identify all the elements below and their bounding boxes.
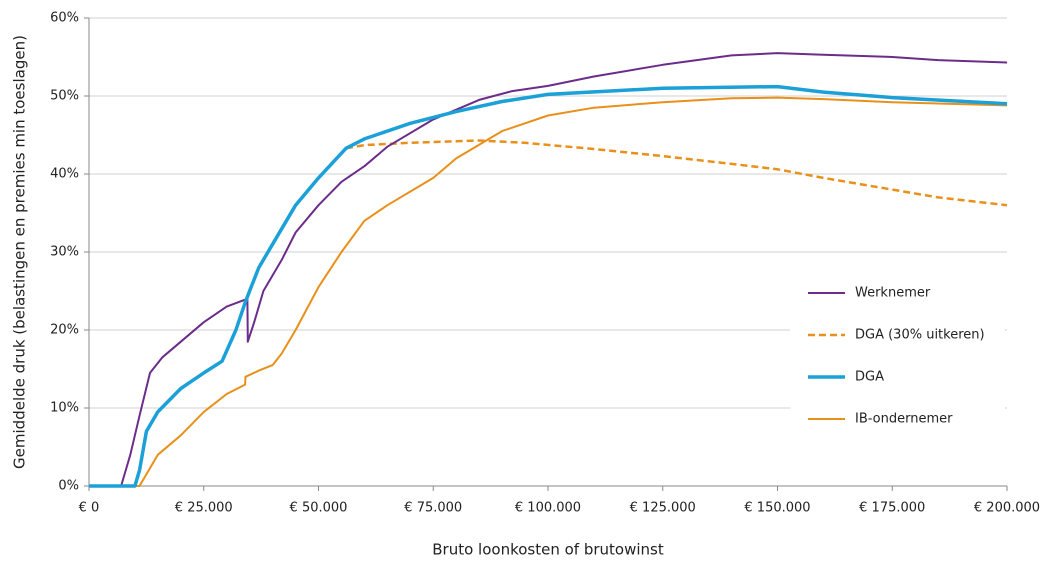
legend-label: Werknemer xyxy=(855,286,931,301)
y-tick-label: 40% xyxy=(50,167,79,182)
x-tick-label: € 200.000 xyxy=(974,501,1040,516)
series-line xyxy=(89,96,1008,487)
y-tick-label: 60% xyxy=(50,11,79,26)
legend-label: IB-ondernemer xyxy=(855,412,953,427)
x-tick-label: € 75.000 xyxy=(404,501,462,516)
legend-box xyxy=(790,270,1005,444)
x-tick-label: € 100.000 xyxy=(515,501,581,516)
series-line xyxy=(89,84,1008,488)
x-tick-label: € 50.000 xyxy=(290,501,348,516)
x-tick-label: € 150.000 xyxy=(744,501,810,516)
x-axis-title: Bruto loonkosten of brutowinst xyxy=(432,541,664,559)
series-line xyxy=(345,139,1008,207)
series-line xyxy=(89,52,1008,487)
x-tick-label: € 125.000 xyxy=(630,501,696,516)
x-tick-label: € 25.000 xyxy=(175,501,233,516)
y-tick-label: 20% xyxy=(50,323,79,338)
y-axis-title: Gemiddelde druk (belastingen en premies … xyxy=(11,35,29,469)
x-tick-label: € 175.000 xyxy=(859,501,925,516)
y-tick-label: 30% xyxy=(50,245,79,260)
legend-label: DGA xyxy=(855,370,884,385)
x-tick-label: € 0 xyxy=(79,501,100,516)
y-tick-label: 0% xyxy=(58,479,79,494)
y-tick-label: 50% xyxy=(50,89,79,104)
y-tick-label: 10% xyxy=(50,401,79,416)
legend-label: DGA (30% uitkeren) xyxy=(855,328,985,343)
